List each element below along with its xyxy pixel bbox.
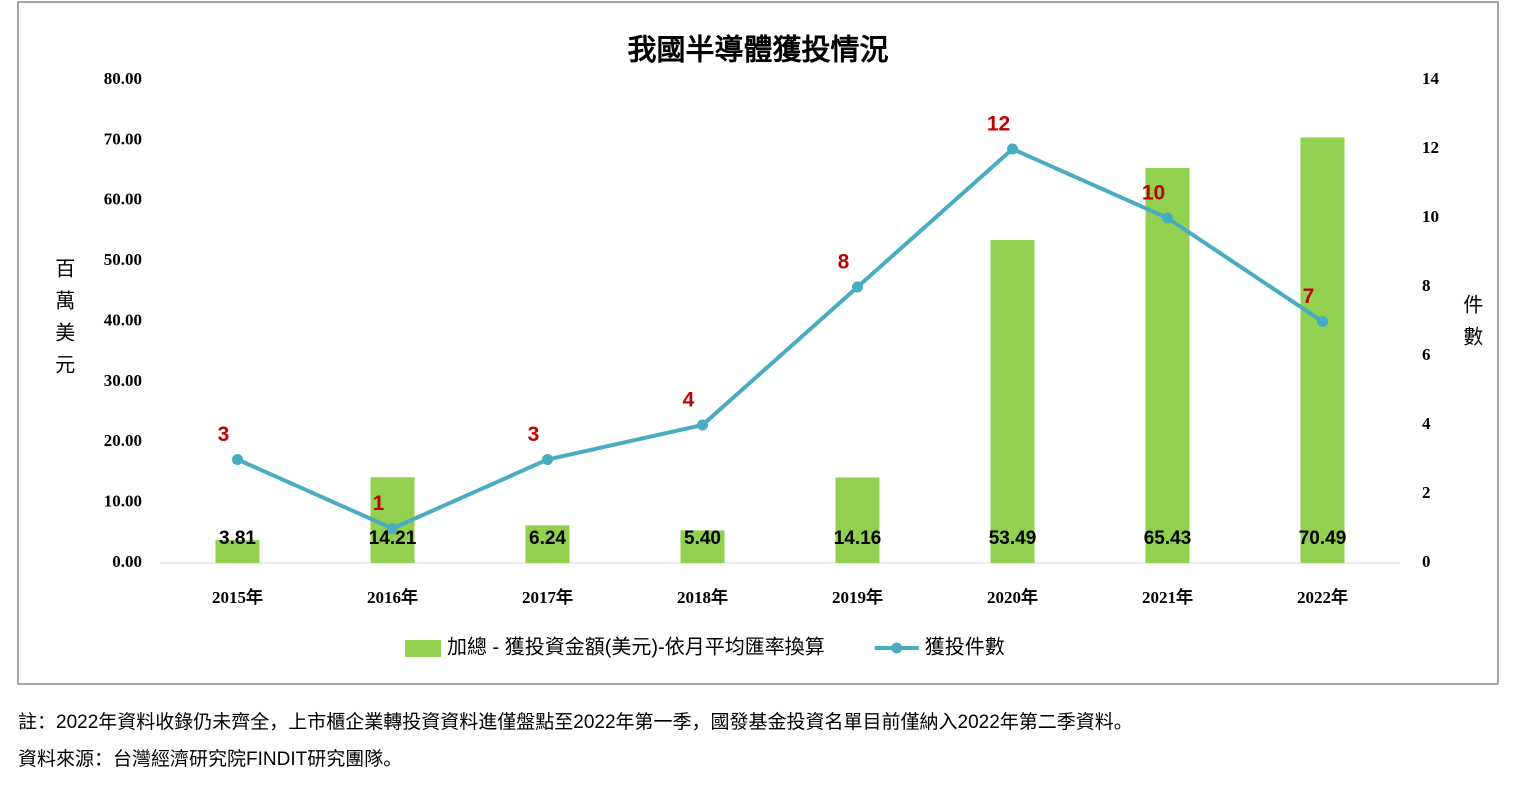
- data-label: 14.21: [369, 528, 417, 549]
- y2-axis-title: 件數: [1460, 294, 1483, 358]
- line-point: [387, 523, 398, 534]
- y-tick-label: 50.00: [104, 250, 142, 269]
- y2-tick-label: 6: [1422, 345, 1431, 364]
- data-label: 1: [373, 492, 385, 515]
- line-point: [1162, 212, 1173, 224]
- note: 註：2022年資料收錄仍未齊全，上市櫃企業轉投資資料進僅盤點至2022年第一季，…: [18, 711, 1133, 733]
- bar: [1300, 137, 1345, 563]
- y-tick-label: 30.00: [104, 371, 142, 390]
- data-label: 10: [1142, 182, 1165, 205]
- line-point: [1317, 316, 1328, 327]
- x-tick-label: 2019年: [832, 587, 883, 607]
- bar: [990, 240, 1035, 563]
- chart-title: 我國半導體獲投情況: [627, 34, 888, 67]
- y-tick-label: 20.00: [104, 431, 142, 450]
- y-tick-label: 0.00: [112, 552, 142, 571]
- legend-label: 獲投件數: [925, 635, 1005, 658]
- y-tick-label: 40.00: [104, 310, 142, 329]
- data-label: 5.40: [684, 528, 721, 549]
- y-tick-label: 10.00: [104, 492, 142, 511]
- line-point: [697, 419, 708, 431]
- data-label: 6.24: [529, 528, 566, 549]
- data-label: 12: [987, 113, 1010, 136]
- line-point: [232, 454, 243, 465]
- data-label: 53.49: [989, 528, 1037, 549]
- data-label: 3: [218, 423, 230, 446]
- x-tick-label: 2020年: [987, 587, 1038, 607]
- legend-label: 加總 - 獲投資金額(美元)-依月平均匯率換算: [447, 635, 825, 658]
- y2-tick-label: 12: [1422, 138, 1439, 157]
- y-axis-title: 百萬美元: [52, 258, 75, 386]
- data-label: 8: [838, 251, 850, 274]
- y-tick-label: 70.00: [104, 129, 142, 148]
- legend-symbol: [891, 642, 903, 654]
- x-tick-label: 2021年: [1142, 587, 1193, 607]
- x-tick-label: 2022年: [1297, 587, 1348, 607]
- y2-tick-label: 14: [1422, 69, 1440, 88]
- data-label: 4: [683, 389, 695, 412]
- y2-tick-label: 2: [1422, 483, 1431, 502]
- y2-tick-label: 4: [1422, 414, 1431, 433]
- line: [236, 146, 1324, 531]
- y-tick-label: 60.00: [104, 190, 142, 209]
- source: 資料來源：台灣經濟研究院FINDIT研究團隊。: [18, 748, 402, 770]
- y-tick-label: 80.00: [104, 69, 142, 88]
- bar: [680, 530, 725, 563]
- line-point: [852, 281, 863, 293]
- data-label: 14.16: [834, 528, 882, 549]
- data-label: 3.81: [219, 528, 256, 549]
- line-point: [542, 454, 553, 465]
- bar: [1145, 167, 1190, 563]
- x-tick-label: 2016年: [367, 587, 418, 607]
- line-point: [1007, 143, 1018, 155]
- x-tick-label: 2015年: [212, 587, 263, 607]
- legend-symbol: [405, 640, 441, 657]
- data-label: 3: [528, 423, 540, 446]
- data-label: 70.49: [1299, 528, 1347, 549]
- x-tick-label: 2017年: [522, 587, 573, 607]
- data-label: 65.43: [1144, 528, 1192, 549]
- x-tick-label: 2018年: [677, 587, 728, 607]
- data-label: 7: [1303, 285, 1315, 308]
- bar: [835, 477, 880, 563]
- chart-frame: [17, 1, 1499, 685]
- y2-tick-label: 8: [1422, 276, 1431, 295]
- y2-tick-label: 10: [1422, 207, 1439, 226]
- bar: [525, 525, 570, 563]
- bar: [215, 539, 260, 563]
- y2-tick-label: 0: [1422, 552, 1431, 571]
